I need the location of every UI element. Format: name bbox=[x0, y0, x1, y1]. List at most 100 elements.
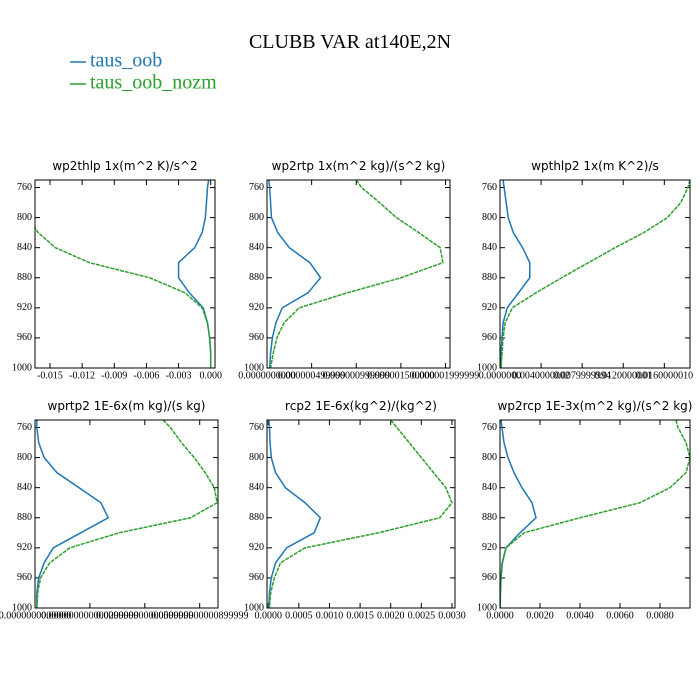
series-line bbox=[268, 420, 322, 608]
y-tick-label: 840 bbox=[249, 242, 264, 253]
y-tick-label: 1000 bbox=[12, 602, 32, 613]
x-tick-label: 0.000000000000599999 bbox=[96, 610, 194, 621]
y-tick-label: 920 bbox=[249, 542, 264, 553]
y-tick-label: 840 bbox=[249, 482, 264, 493]
x-tick-label: -0.015 bbox=[37, 370, 63, 381]
plot-frame bbox=[266, 179, 451, 369]
plot-frame bbox=[266, 419, 456, 609]
x-tick-label: 0.0160000010 bbox=[636, 370, 694, 381]
y-tick-label: 920 bbox=[249, 302, 264, 313]
x-tick-label: 0.0020 bbox=[377, 610, 405, 621]
y-tick-label: 800 bbox=[482, 452, 497, 463]
series-line bbox=[500, 180, 531, 368]
y-tick-label: 880 bbox=[482, 272, 497, 283]
x-tick-label: 0.000000499999 bbox=[278, 370, 346, 381]
series-line bbox=[35, 226, 212, 368]
y-tick-label: 800 bbox=[249, 452, 264, 463]
y-tick-label: 760 bbox=[482, 422, 497, 433]
x-tick-label: 0.0015 bbox=[346, 610, 374, 621]
x-tick-label: 0.0025 bbox=[408, 610, 436, 621]
panel-title: wprtp2 1E-6x(m kg)/(s kg) bbox=[48, 399, 206, 413]
plot-frame bbox=[499, 419, 691, 609]
x-tick-label: 0.0010 bbox=[316, 610, 344, 621]
x-tick-label: 0.0030 bbox=[438, 610, 466, 621]
y-tick-label: 1000 bbox=[12, 362, 32, 373]
y-tick-label: 800 bbox=[249, 212, 264, 223]
y-tick-label: 920 bbox=[482, 542, 497, 553]
series-line bbox=[268, 180, 322, 368]
y-tick-label: 920 bbox=[17, 302, 32, 313]
plot-frame bbox=[499, 179, 691, 369]
x-tick-label: 0.0000000000 bbox=[238, 370, 296, 381]
y-tick-label: 760 bbox=[482, 182, 497, 193]
x-tick-label: 0.0040000002 bbox=[512, 370, 570, 381]
x-tick-label: 0.0040 bbox=[566, 610, 594, 621]
series-line bbox=[500, 420, 537, 608]
y-tick-label: 880 bbox=[249, 272, 264, 283]
x-tick-label: 0.000001999999 bbox=[412, 370, 480, 381]
y-tick-label: 960 bbox=[249, 332, 264, 343]
x-tick-label: -0.006 bbox=[134, 370, 160, 381]
y-tick-label: 800 bbox=[17, 212, 32, 223]
y-tick-label: 960 bbox=[17, 572, 32, 583]
x-tick-label: 0.0060 bbox=[606, 610, 634, 621]
x-tick-label: 0.000000000000299999 bbox=[41, 610, 139, 621]
y-tick-label: 960 bbox=[482, 332, 497, 343]
x-tick-label: 0.0005 bbox=[285, 610, 313, 621]
y-tick-label: 840 bbox=[482, 482, 497, 493]
y-tick-label: 800 bbox=[17, 452, 32, 463]
series-line bbox=[500, 180, 690, 368]
legend-label: taus_oob bbox=[90, 50, 162, 72]
panel-title: wp2rtp 1x(m^2 kg)/(s^2 kg) bbox=[272, 159, 446, 173]
y-tick-label: 800 bbox=[482, 212, 497, 223]
legend-label: taus_oob_nozm bbox=[90, 72, 217, 94]
panel-title: rcp2 1E-6x(kg^2)/(kg^2) bbox=[285, 399, 437, 413]
y-tick-label: 880 bbox=[17, 512, 32, 523]
panel-title: wp2rcp 1E-3x(m^2 kg)/(s^2 kg) bbox=[498, 399, 693, 413]
y-tick-label: 760 bbox=[249, 182, 264, 193]
plot-frame bbox=[34, 419, 219, 609]
y-tick-label: 920 bbox=[17, 542, 32, 553]
x-tick-label: 0.000001500000 bbox=[367, 370, 435, 381]
y-tick-label: 760 bbox=[249, 422, 264, 433]
y-tick-label: 920 bbox=[482, 302, 497, 313]
x-tick-label: -0.009 bbox=[101, 370, 127, 381]
series-line bbox=[36, 420, 218, 608]
x-tick-label: 0.0000000000000 bbox=[0, 610, 71, 621]
x-tick-label: -0.012 bbox=[69, 370, 95, 381]
y-tick-label: 880 bbox=[482, 512, 497, 523]
series-line bbox=[500, 420, 690, 608]
y-tick-label: 1000 bbox=[244, 362, 264, 373]
x-tick-label: 0.0079999994 bbox=[553, 370, 611, 381]
x-tick-label: 0.0000000 bbox=[479, 370, 522, 381]
panel-title: wp2thlp 1x(m^2 K)/s^2 bbox=[52, 159, 197, 173]
y-tick-label: 960 bbox=[249, 572, 264, 583]
x-tick-label: 0.0080 bbox=[646, 610, 674, 621]
y-tick-label: 760 bbox=[17, 182, 32, 193]
y-tick-label: 880 bbox=[17, 272, 32, 283]
series-line bbox=[269, 180, 444, 368]
y-tick-label: 960 bbox=[17, 332, 32, 343]
y-tick-label: 960 bbox=[482, 572, 497, 583]
y-tick-label: 880 bbox=[249, 512, 264, 523]
y-tick-label: 1000 bbox=[244, 602, 264, 613]
y-tick-label: 1000 bbox=[477, 362, 497, 373]
series-line bbox=[268, 420, 453, 608]
series-line bbox=[177, 180, 212, 368]
plot-frame bbox=[34, 179, 216, 369]
series-line bbox=[36, 420, 110, 608]
x-tick-label: 0.0000 bbox=[486, 610, 514, 621]
figure-title: CLUBB VAR at140E,2N bbox=[249, 31, 451, 53]
x-tick-label: 0.000000000000899999 bbox=[151, 610, 249, 621]
x-tick-label: 0.0120000001 bbox=[594, 370, 652, 381]
y-tick-label: 840 bbox=[482, 242, 497, 253]
x-tick-label: 0.000 bbox=[199, 370, 222, 381]
x-tick-label: 0.0020 bbox=[526, 610, 554, 621]
y-tick-label: 1000 bbox=[477, 602, 497, 613]
x-tick-label: 0.000000999999 bbox=[323, 370, 391, 381]
x-tick-label: -0.003 bbox=[166, 370, 192, 381]
y-tick-label: 840 bbox=[17, 482, 32, 493]
y-tick-label: 760 bbox=[17, 422, 32, 433]
panel-title: wpthlp2 1x(m K^2)/s bbox=[531, 159, 659, 173]
